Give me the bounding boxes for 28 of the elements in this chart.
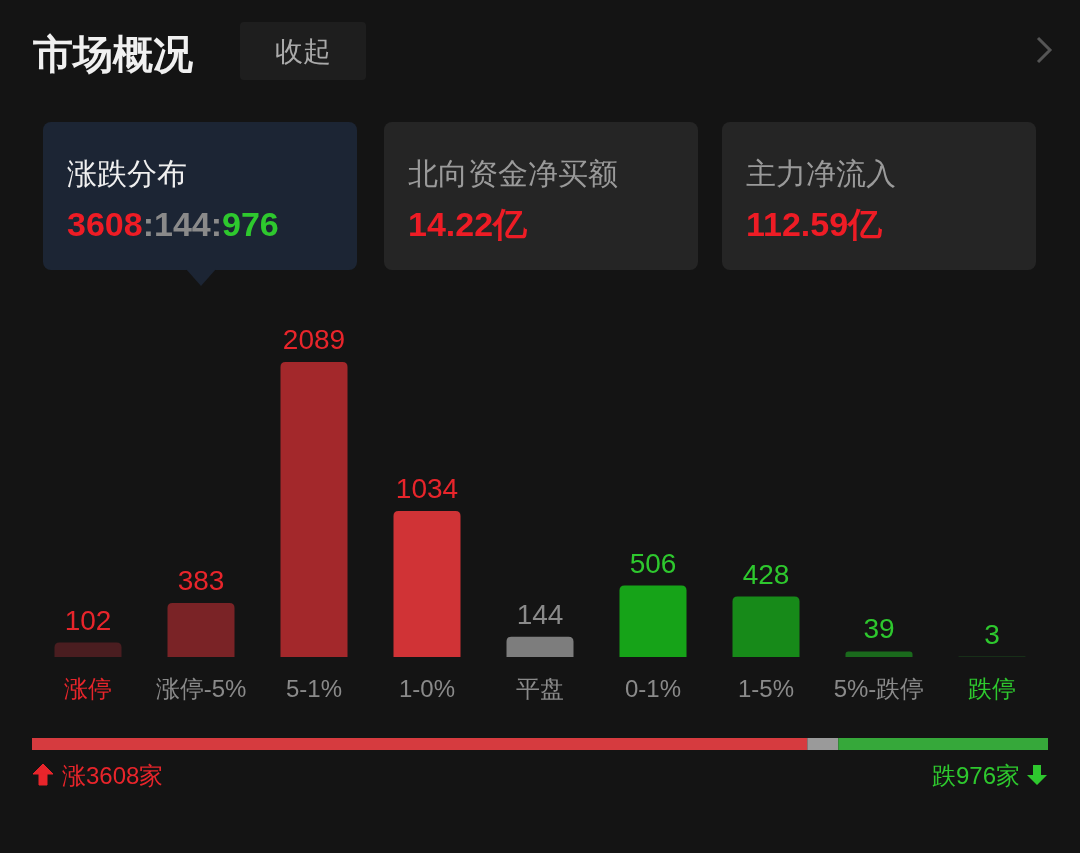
x-tick-label: 平盘 xyxy=(516,675,564,702)
data-label: 2089 xyxy=(282,324,346,355)
data-label: 102 xyxy=(64,604,112,636)
x-tick-label: 涨停-5% xyxy=(155,675,247,702)
button: 收起 xyxy=(240,22,366,80)
text: 3608:144:976 xyxy=(67,205,279,243)
x-tick-label: 5-1% xyxy=(285,675,343,702)
x-tick-label: 1-0% xyxy=(398,675,456,702)
text: 跌976家 xyxy=(931,762,1020,789)
x-tick-label: 0-1% xyxy=(624,675,682,702)
text: 市场概况 xyxy=(32,32,193,76)
text: 14.22亿 xyxy=(408,205,529,243)
x-tick-label: 跌停 xyxy=(968,675,1016,702)
text: 112.59亿 xyxy=(746,205,884,243)
text: 涨跌分布 xyxy=(67,157,187,190)
x-tick-label: 涨停 xyxy=(64,675,112,702)
x-tick-label: 1-5% xyxy=(737,675,795,702)
data-label: 1034 xyxy=(395,472,459,504)
data-label: 506 xyxy=(629,547,677,579)
data-label: 383 xyxy=(177,564,225,596)
data-label: 3 xyxy=(984,618,1000,650)
data-label: 428 xyxy=(742,558,790,590)
text: 北向资金净买额 xyxy=(408,157,618,190)
data-label: 144 xyxy=(516,598,564,630)
text: 主力净流入 xyxy=(746,157,896,190)
text: 涨3608家 xyxy=(62,762,164,789)
data-label: 39 xyxy=(863,613,895,645)
x-tick-label: 5%-跌停 xyxy=(833,675,925,702)
